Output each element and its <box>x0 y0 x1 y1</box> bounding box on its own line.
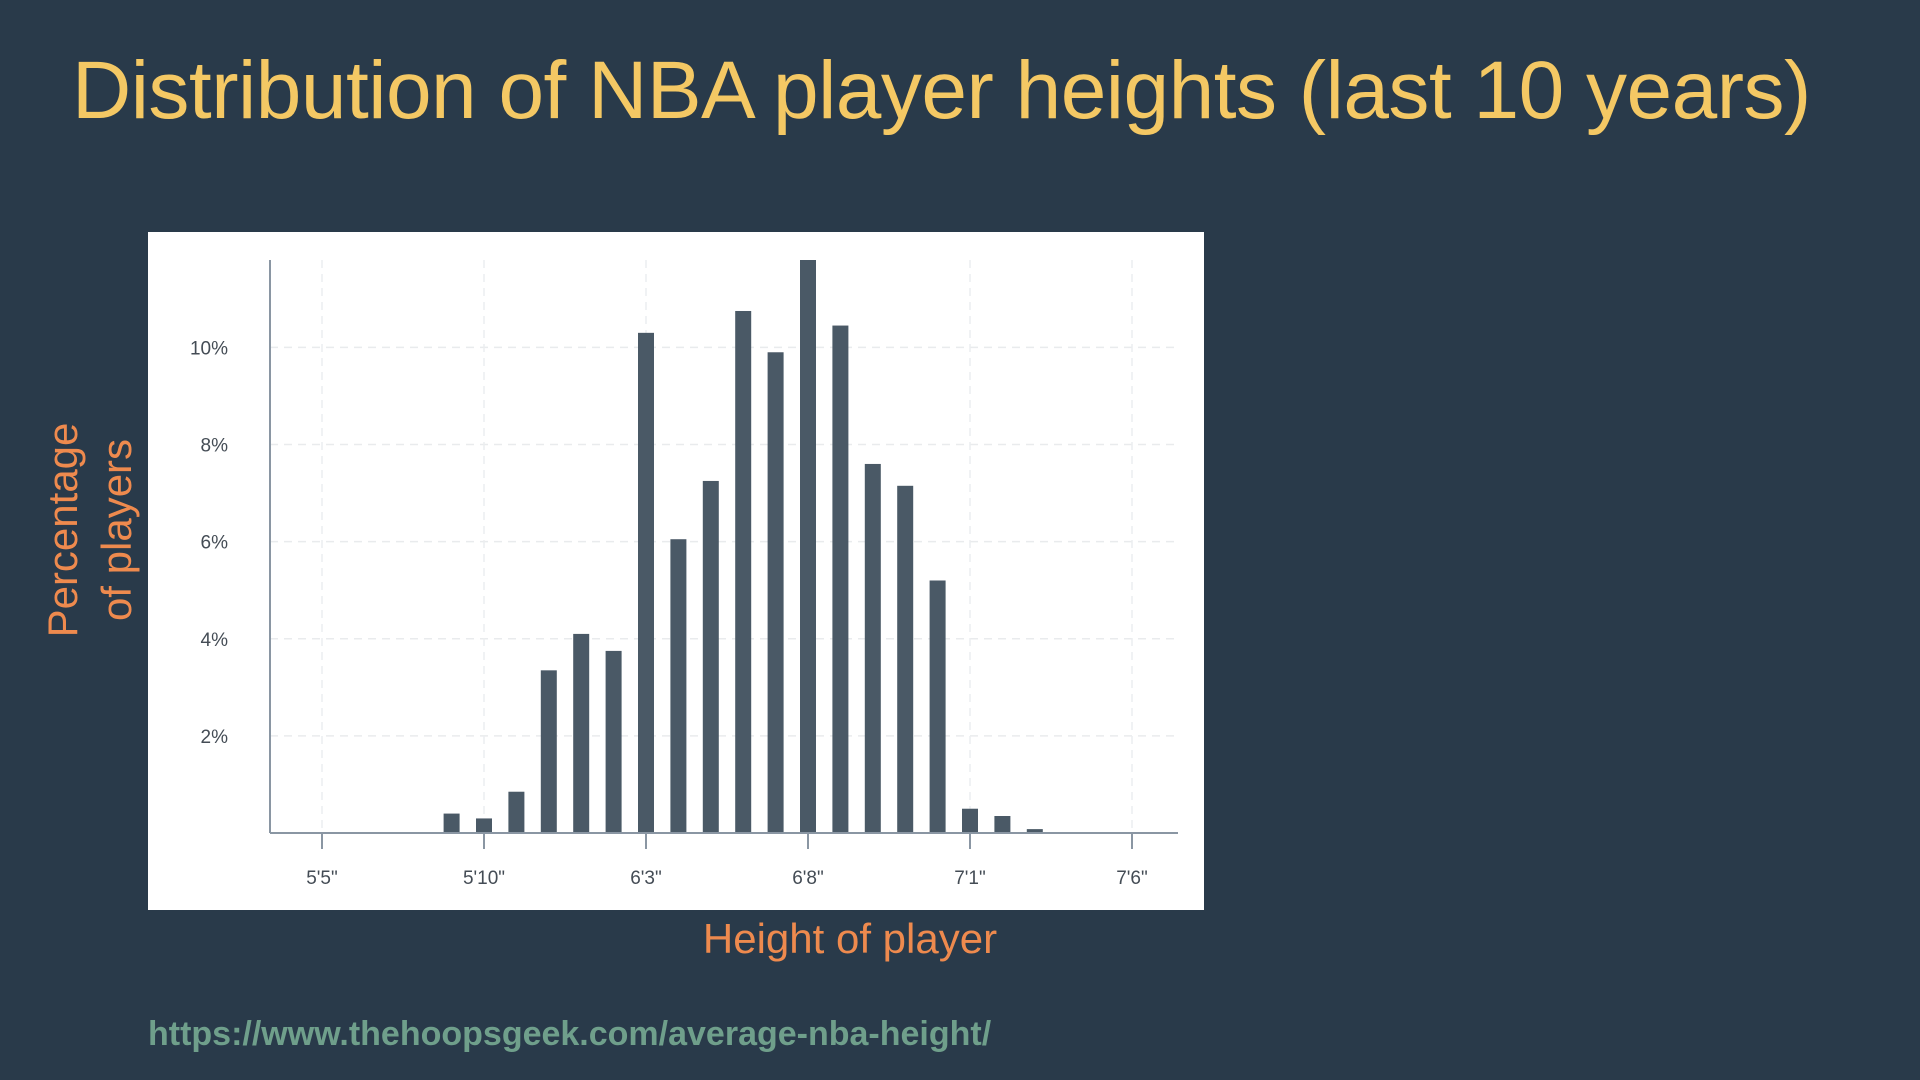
slide-title: Distribution of NBA player heights (last… <box>72 45 1811 136</box>
chart-panel: 2% 4% 6% 8% 10% 5'5" 5'10" 6'3" 6'8" 7'1" 7'6" <box>148 232 1204 910</box>
histogram-bar <box>800 260 816 833</box>
x-tick-label: 7'1" <box>954 868 986 889</box>
y-tick-label: 4% <box>201 630 229 651</box>
histogram-bar <box>864 463 881 833</box>
y-tick-label: 8% <box>201 436 229 457</box>
x-tick-label: 5'10" <box>463 868 505 889</box>
histogram-bar <box>702 480 719 833</box>
x-tick-label: 6'8" <box>792 868 824 889</box>
y-tick-label: 10% <box>190 338 228 359</box>
histogram-bar <box>605 650 622 833</box>
histogram-bar <box>897 485 914 833</box>
y-axis-title-text: Percentage of players <box>39 422 140 638</box>
x-tick-label: 6'3" <box>630 868 662 889</box>
y-tick-label: 2% <box>201 727 229 748</box>
histogram-bar <box>476 818 492 833</box>
histogram-bar <box>767 352 784 833</box>
x-axis-title: Height of player <box>702 915 998 962</box>
histogram-bar <box>1026 829 1043 833</box>
y-axis-title: Percentage of players <box>36 370 156 690</box>
histogram-bar <box>573 633 590 833</box>
y-tick-label: 6% <box>201 533 229 554</box>
histogram-bar <box>638 332 654 833</box>
histogram-bar <box>735 310 752 833</box>
x-tick-label: 7'6" <box>1116 868 1148 889</box>
histogram-bar <box>670 539 687 833</box>
histogram-bar <box>832 325 849 833</box>
histogram-chart: 2% 4% 6% 8% 10% 5'5" 5'10" 6'3" 6'8" 7'1" 7'6" <box>190 260 1178 889</box>
histogram-bar <box>508 791 525 833</box>
source-link[interactable]: https://www.thehoopsgeek.com/average-nba… <box>148 1015 992 1053</box>
histogram-bar <box>443 813 460 833</box>
histogram-bar <box>540 670 557 833</box>
histogram-bar <box>994 816 1011 833</box>
x-tick-label: 5'5" <box>306 868 338 889</box>
histogram-bar <box>962 808 978 833</box>
histogram-bar <box>929 580 946 833</box>
